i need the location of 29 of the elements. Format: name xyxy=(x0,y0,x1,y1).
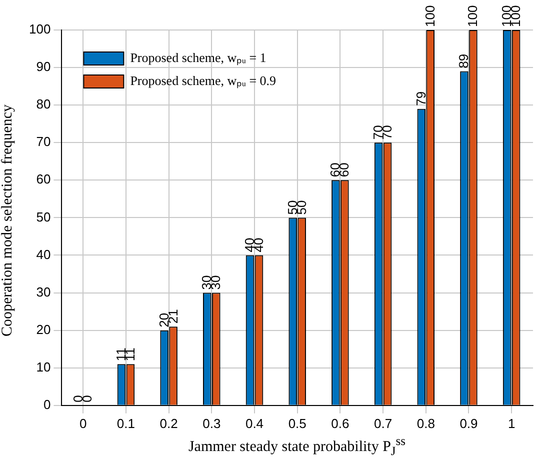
y-tick-label: 10 xyxy=(36,359,51,374)
x-tick-label: 0.4 xyxy=(245,416,264,431)
y-tick-label: 30 xyxy=(36,284,51,300)
y-tick-label: 0 xyxy=(43,396,51,412)
x-tick-label: 0.7 xyxy=(374,416,392,431)
x-tick-label: 0.9 xyxy=(460,416,478,431)
x-tick-label: 0 xyxy=(79,416,87,431)
x-tick-label: 0.5 xyxy=(288,416,306,431)
y-axis-title: Cooperation mode selection frequency xyxy=(0,104,16,339)
y-tick-label: 60 xyxy=(36,172,51,187)
x-tick-label: 0.8 xyxy=(416,416,435,431)
legend-label: Proposed scheme, wₚᵤ = 1 xyxy=(130,50,266,66)
x-tick-label: 0.3 xyxy=(202,416,221,431)
y-tick-label: 90 xyxy=(36,59,51,74)
x-tick-label: 0.1 xyxy=(116,416,135,431)
y-tick-label: 70 xyxy=(36,134,51,150)
legend-label: Proposed scheme, wₚᵤ = 0.9 xyxy=(130,72,276,89)
y-tick-label: 100 xyxy=(28,22,51,37)
data-label: 79 xyxy=(413,91,428,106)
data-label: 89 xyxy=(456,54,472,68)
data-label: 100 xyxy=(465,5,480,27)
data-label: 100 xyxy=(422,5,438,27)
y-tick-label: 40 xyxy=(36,246,51,262)
y-tick-label: 80 xyxy=(36,96,51,112)
x-tick-label: 0.2 xyxy=(160,416,178,431)
y-tick-label: 50 xyxy=(36,209,51,224)
y-tick-label: 20 xyxy=(36,322,51,337)
x-tick-label: 0.6 xyxy=(331,416,350,431)
x-tick-label: 1 xyxy=(508,416,516,431)
